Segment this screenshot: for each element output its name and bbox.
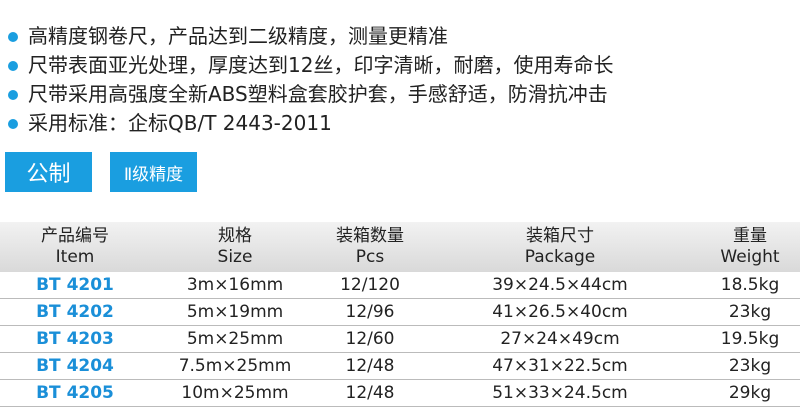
table-cell: 19.5kg [700,325,800,353]
table-row: BT 4204 7.5m×25mm 12/48 47×31×22.5cm 23kg [0,352,800,380]
spec-table: 产品编号 Item 规格 Size 装箱数量 Pcs 装箱尺寸 Package 重量 Weight… [0,222,800,407]
feature: 采用标准：企标QB/T 2443-2011 [8,109,613,138]
table-cell: 7.5m×25mm [150,352,320,380]
header-en: Item [55,247,95,267]
table-row: BT 4205 10m×25mm 12/48 51×33×24.5cm 29kg [0,379,800,407]
header-cell: 产品编号 Item [0,222,150,272]
table-cell: 41×26.5×40cm [420,298,700,326]
feature: 高精度钢卷尺，产品达到二级精度，测量更精准 [8,22,613,51]
table-cell: 10m×25mm [150,379,320,407]
table-cell: 23kg [700,352,800,380]
table-cell: 12/48 [320,379,420,407]
header-zh: 规格 [218,226,252,246]
table-cell: BT 4205 [0,379,150,407]
table-cell: 3m×16mm [150,272,320,299]
tag: 公制 [5,152,92,192]
header-cell: 装箱数量 Pcs [320,222,420,272]
header-zh: 重量 [733,226,767,246]
tag: Ⅱ级精度 [110,152,197,192]
table-row: BT 4201 3m×16mm 12/120 39×24.5×44cm 18.5kg [0,272,800,299]
table-cell: 12/60 [320,325,420,353]
table-cell: BT 4201 [0,272,150,299]
table-row: BT 4202 5m×19mm 12/96 41×26.5×40cm 23kg [0,298,800,326]
table-cell: BT 4203 [0,325,150,353]
table-cell: 12/96 [320,298,420,326]
table-cell: 51×33×24.5cm [420,379,700,407]
table-cell: 12/120 [320,272,420,299]
table-cell: 18.5kg [700,272,800,299]
feature-list: 高精度钢卷尺，产品达到二级精度，测量更精准 尺带表面亚光处理，厚度达到12丝，印… [8,22,613,138]
header-cell: 装箱尺寸 Package [420,222,700,272]
table-cell: 12/48 [320,352,420,380]
table-row: BT 4203 5m×25mm 12/60 27×24×49cm 19.5kg [0,325,800,353]
header-en: Size [217,247,253,267]
header-en: Pcs [355,247,385,267]
table-cell: 5m×19mm [150,298,320,326]
feature: 尺带采用高强度全新ABS塑料盒套胶护套，手感舒适，防滑抗冲击 [8,80,613,109]
table-cell: 29kg [700,379,800,407]
table-cell: 23kg [700,298,800,326]
header-en: Weight [720,247,780,267]
header-en: Package [524,247,596,267]
table-cell: 5m×25mm [150,325,320,353]
feature: 尺带表面亚光处理，厚度达到12丝，印字清晰，耐磨，使用寿命长 [8,51,613,80]
header-cell: 规格 Size [150,222,320,272]
header-zh: 产品编号 [41,226,109,246]
table-cell: 27×24×49cm [420,325,700,353]
table-cell: BT 4202 [0,298,150,326]
table-cell: BT 4204 [0,352,150,380]
header-zh: 装箱尺寸 [526,226,594,246]
header-row: 产品编号 Item 规格 Size 装箱数量 Pcs 装箱尺寸 Package 重量 Weight [0,222,800,272]
table-body: BT 4201 3m×16mm 12/120 39×24.5×44cm 18.5kg BT… [0,272,800,407]
table-cell: 47×31×22.5cm [420,352,700,380]
header-zh: 装箱数量 [336,226,404,246]
table-cell: 39×24.5×44cm [420,272,700,299]
header-cell: 重量 Weight [700,222,800,272]
